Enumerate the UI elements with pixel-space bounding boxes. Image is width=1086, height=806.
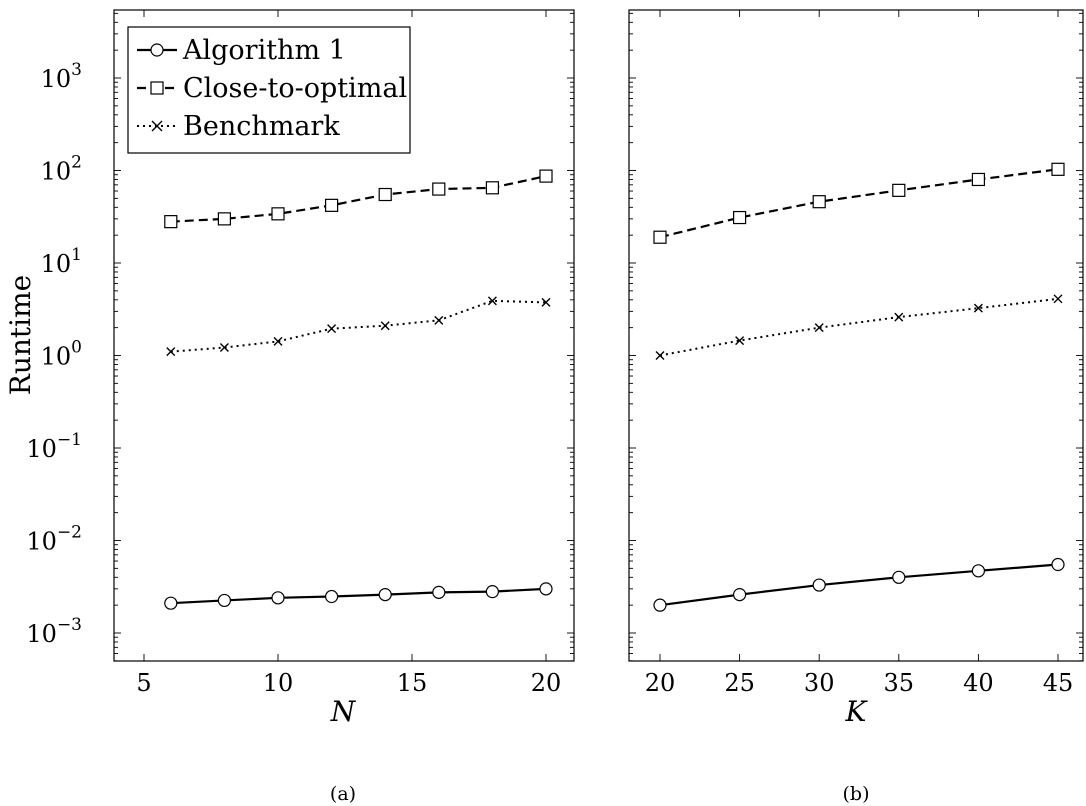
- series-group: [653, 162, 1065, 612]
- y-tick-label: 102: [41, 153, 82, 186]
- legend-cross-marker: [151, 120, 163, 132]
- x-tick-label: 45: [1043, 669, 1074, 697]
- cross-marker: [655, 351, 665, 360]
- circle-marker: [812, 578, 826, 592]
- y-tick-label: 10−3: [26, 615, 82, 648]
- legend-item-close-to-optimal: Close-to-optimal: [137, 73, 407, 104]
- cross-marker: [434, 315, 444, 325]
- cross-marker: [273, 336, 283, 346]
- x-axis-label: N: [330, 695, 357, 728]
- y-axis-label: Runtime: [4, 275, 37, 395]
- circle-marker: [1051, 557, 1065, 572]
- series-line: [659, 297, 1059, 357]
- chart-panel-a: 103 102 101 100 10−1 10−2 10−3 5 10 15 20 Runtime…: [4, 9, 575, 805]
- circle-marker: [653, 598, 667, 612]
- circle-marker: [539, 582, 553, 596]
- circle-marker: [971, 564, 986, 578]
- cross-marker: [1053, 294, 1063, 304]
- cross-marker: [219, 343, 229, 353]
- chart-panel-b: 20 25 30 35 40 45 K (b): [628, 9, 1084, 805]
- y-tick-label: 10−1: [26, 430, 82, 463]
- y-tick-label: 101: [41, 245, 82, 278]
- series-group: [164, 169, 553, 610]
- legend-label: Algorithm 1: [182, 35, 346, 66]
- cross-marker: [487, 296, 497, 306]
- square-marker: [1051, 162, 1065, 176]
- y-tick-labels: 103 102 101 100 10−1 10−2 10−3: [26, 60, 82, 648]
- cross-marker: [541, 297, 551, 307]
- x-tick-label: 15: [397, 669, 428, 697]
- x-tick-label: 30: [804, 669, 835, 697]
- legend-square-marker: [150, 81, 164, 95]
- legend: Algorithm 1 Close-to-optimal Benchmark: [127, 26, 411, 154]
- series-line: [659, 563, 1059, 607]
- y-minor-ticks: [629, 12, 1083, 662]
- x-tick-labels: 20 25 30 35 40 45: [645, 10, 1074, 697]
- y-minor-ticks: [114, 12, 574, 662]
- circle-marker: [432, 585, 446, 599]
- cross-marker: [166, 347, 176, 357]
- cross-marker: [735, 336, 745, 346]
- circle-marker: [485, 585, 499, 599]
- legend-item-algorithm-1: Algorithm 1: [137, 35, 346, 66]
- x-tick-label: 20: [531, 669, 562, 697]
- circle-marker: [271, 591, 285, 605]
- legend-label: Close-to-optimal: [183, 73, 407, 104]
- circle-marker: [217, 593, 231, 608]
- square-marker: [217, 212, 231, 226]
- square-marker: [378, 187, 392, 202]
- legend-label: Benchmark: [183, 111, 340, 142]
- cross-marker: [327, 324, 337, 334]
- square-marker: [812, 195, 826, 209]
- caption-a: (a): [330, 783, 356, 805]
- legend-box: [127, 26, 411, 154]
- y-tick-label: 100: [41, 338, 82, 371]
- square-marker: [732, 210, 747, 225]
- circle-marker: [164, 596, 178, 610]
- cross-marker: [814, 323, 824, 333]
- cross-marker: [380, 321, 390, 331]
- x-tick-label: 10: [263, 669, 294, 697]
- square-marker: [485, 181, 499, 195]
- cross-marker: [973, 303, 983, 313]
- caption-b: (b): [843, 783, 870, 805]
- circle-marker: [892, 570, 906, 584]
- legend-circle-marker: [150, 43, 164, 57]
- series-line: [170, 175, 547, 223]
- series-line: [170, 587, 547, 605]
- plot-frame: [113, 9, 575, 662]
- square-marker: [325, 198, 339, 212]
- square-marker: [539, 169, 553, 183]
- circle-marker: [325, 589, 339, 604]
- square-marker: [653, 230, 667, 244]
- legend-item-benchmark: Benchmark: [137, 111, 340, 142]
- square-marker: [892, 183, 906, 197]
- circle-marker: [732, 588, 747, 602]
- x-tick-label: 20: [645, 669, 676, 697]
- series-line: [659, 168, 1059, 239]
- x-tick-labels: 5 10 15 20: [136, 10, 561, 697]
- square-marker: [432, 182, 446, 196]
- square-marker: [164, 215, 178, 229]
- x-tick-label: 35: [884, 669, 915, 697]
- x-tick-label: 40: [963, 669, 994, 697]
- square-marker: [271, 207, 285, 221]
- x-tick-label: 25: [724, 669, 755, 697]
- square-marker: [971, 172, 986, 187]
- y-tick-label: 10−2: [26, 523, 82, 556]
- cross-marker: [894, 312, 904, 322]
- x-axis-label: K: [845, 695, 869, 728]
- x-tick-label: 5: [136, 669, 151, 697]
- circle-marker: [378, 588, 392, 602]
- y-tick-label: 103: [41, 60, 82, 93]
- plot-frame: [628, 9, 1084, 662]
